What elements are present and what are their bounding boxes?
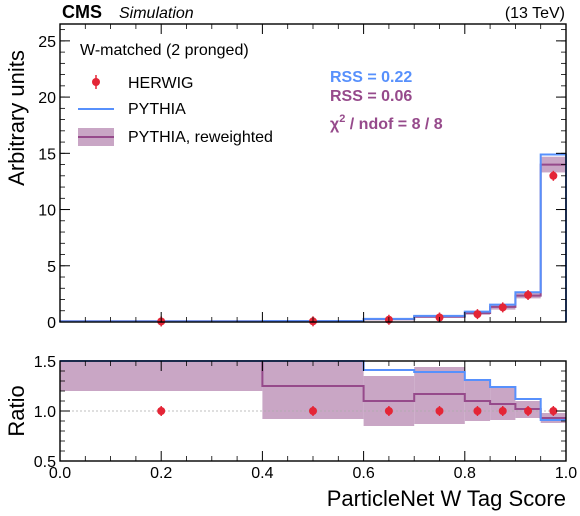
ratio-herwig-point-5	[498, 407, 507, 415]
rss-pythia-annotation: RSS = 0.22	[330, 69, 412, 86]
ratio-herwig-point-2	[384, 407, 393, 415]
main-herwig-points	[157, 170, 558, 327]
main-plot-frame	[59, 23, 567, 323]
chi2-symbol: χ	[330, 116, 340, 133]
chi2-ndof-text: / ndof = 8 / 8	[345, 116, 442, 133]
main-series-lines	[59, 153, 567, 323]
ratio-plot-frame	[59, 360, 567, 462]
legend-pythia-label: PYTHIA	[128, 101, 186, 118]
main-ytick-label-1: 5	[47, 259, 56, 276]
ratio-herwig-point-6	[524, 407, 533, 415]
chi2-superscript: 2	[339, 113, 345, 125]
ratio-xtick-label-0: 0.0	[49, 465, 71, 482]
ratio-herwig-point-4	[473, 407, 482, 415]
legend-herwig-marker	[92, 75, 100, 89]
ratio-reweighted-band	[60, 361, 566, 426]
ratio-herwig-point-3	[435, 407, 444, 415]
main-herwig-point-6	[524, 291, 533, 300]
simulation-tag: Simulation	[119, 5, 194, 22]
ratio-herwig-point-7	[549, 407, 558, 415]
main-ytick-label-2: 10	[38, 203, 56, 220]
main-ytick-label-0: 0	[47, 315, 56, 332]
main-y-axis-label: Arbitrary units	[4, 50, 29, 186]
energy-label: (13 TeV)	[505, 5, 565, 22]
main-herwig-point-7	[549, 171, 558, 180]
legend-title: W-matched (2 pronged)	[80, 42, 249, 59]
main-herwig-point-4	[473, 310, 482, 319]
main-reweighted-line	[59, 163, 567, 323]
ratio-y-axis-label: Ratio	[4, 385, 29, 436]
ratio-xtick-label-5: 1.0	[555, 465, 577, 482]
main-ytick-label-3: 15	[38, 146, 56, 163]
legend-herwig-label: HERWIG	[128, 75, 193, 92]
ratio-xtick-label-4: 0.8	[454, 465, 476, 482]
main-ytick-label-4: 20	[38, 90, 56, 107]
chi2-annotation: χ2 / ndof = 8 / 8	[330, 113, 443, 133]
main-ytick-label-5: 25	[38, 34, 56, 51]
main-reweighted-band	[60, 156, 566, 322]
ratio-ytick-label-2: 1.5	[34, 354, 56, 371]
ratio-xtick-label-2: 0.4	[251, 465, 273, 482]
ratio-ytick-label-0: 0.5	[34, 454, 56, 471]
ratio-xtick-label-1: 0.2	[150, 465, 172, 482]
main-pythia-line	[59, 153, 567, 323]
legend: W-matched (2 pronged) HERWIG PYTHIA PYTH…	[78, 42, 273, 146]
ratio-xtick-label-3: 0.6	[352, 465, 374, 482]
ratio-ytick-label-1: 1.0	[34, 404, 56, 421]
main-axes: 0 5 10 15 20 25	[38, 24, 567, 332]
x-axis-label: ParticleNet W Tag Score	[327, 486, 566, 511]
experiment-label: CMS	[62, 2, 102, 22]
rss-reweighted-annotation: RSS = 0.06	[330, 88, 412, 105]
ratio-herwig-point-1	[309, 407, 317, 415]
ratio-herwig-point-0	[157, 407, 166, 415]
main-herwig-point-5	[498, 303, 507, 312]
legend-reweighted-label: PYTHIA, reweighted	[128, 129, 273, 146]
ratio-herwig-points	[157, 406, 558, 416]
